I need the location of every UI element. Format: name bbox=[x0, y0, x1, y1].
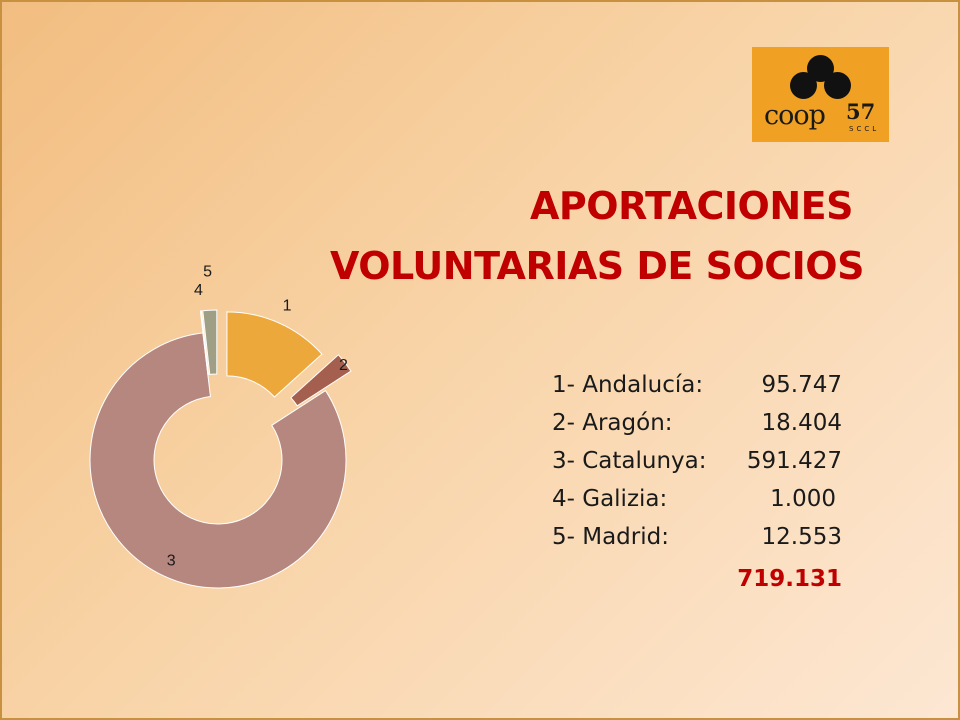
legend-value: 95.747 bbox=[761, 372, 842, 398]
legend-label: 5- Madrid: bbox=[552, 524, 669, 550]
slice-label-4: 4 bbox=[194, 282, 203, 299]
legend-label: 1- Andalucía: bbox=[552, 372, 704, 398]
legend-label: 3- Catalunya: bbox=[552, 448, 707, 474]
legend-row-catalunya: 3- Catalunya: 591.427 bbox=[552, 448, 842, 484]
legend-row-madrid: 5- Madrid: 12.553 bbox=[552, 524, 842, 560]
slice-label-5: 5 bbox=[203, 263, 212, 280]
logo-dot-right-icon bbox=[824, 72, 851, 99]
logo-word: coop bbox=[764, 100, 826, 131]
slice-3 bbox=[89, 332, 347, 589]
legend-value: 18.404 bbox=[761, 410, 842, 436]
logo-subtitle: SCCL bbox=[849, 125, 880, 133]
legend-row-aragon: 2- Aragón: 18.404 bbox=[552, 410, 842, 446]
coop57-logo: coop 57 SCCL bbox=[752, 47, 889, 142]
title-line-1: APORTACIONES bbox=[530, 184, 853, 228]
slice-1 bbox=[226, 311, 323, 398]
legend-label: 2- Aragón: bbox=[552, 410, 673, 436]
logo-number: 57 bbox=[846, 99, 876, 124]
slice-label-2: 2 bbox=[339, 357, 348, 374]
legend-label: 4- Galizia: bbox=[552, 486, 668, 512]
slice-2 bbox=[290, 354, 352, 407]
legend-value: 12.553 bbox=[761, 524, 842, 550]
slice-label-1: 1 bbox=[283, 298, 292, 315]
slice-5 bbox=[202, 309, 218, 375]
total-value: 719.131 bbox=[737, 566, 842, 592]
doughnut-chart: 1 2 3 45 bbox=[89, 263, 352, 589]
legend-row-andalucia: 1- Andalucía: 95.747 bbox=[552, 372, 842, 408]
legend-value: 1.000 bbox=[770, 486, 836, 512]
title-line-2: VOLUNTARIAS DE SOCIOS bbox=[330, 244, 864, 288]
slice-label-3: 3 bbox=[167, 553, 176, 570]
legend-value: 591.427 bbox=[746, 448, 842, 474]
legend-row-galizia: 4- Galizia: 1.000 bbox=[552, 486, 842, 522]
slice-4 bbox=[199, 310, 210, 376]
